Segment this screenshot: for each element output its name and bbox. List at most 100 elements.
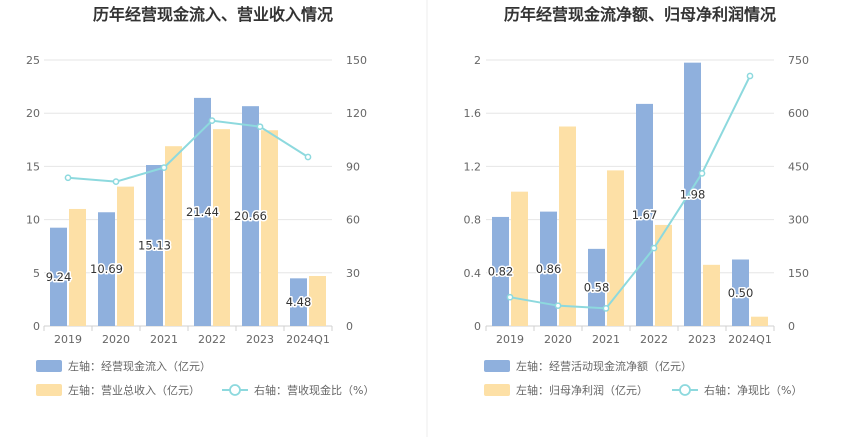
- chart2-ratio-point: [602, 305, 610, 312]
- chart1-right-tick: 60: [346, 214, 360, 227]
- chart2-data-label: 1.98: [680, 187, 706, 201]
- chart2-x-label: 2024Q1: [728, 333, 772, 346]
- chart1-bar-s1: [290, 278, 307, 326]
- chart1-bar-s1: [50, 227, 67, 326]
- chart1-title: 历年经营现金流入、营业收入情况: [93, 5, 333, 24]
- chart2-ratio-point: [554, 302, 562, 310]
- chart1-bar-s2: [165, 146, 182, 326]
- chart1-left-tick: 20: [26, 107, 40, 120]
- chart1-left-tick: 25: [26, 54, 40, 67]
- chart2-bar-s1: [684, 62, 701, 326]
- chart1-bar-s1: [98, 212, 115, 326]
- chart1-right-tick: 90: [346, 160, 360, 173]
- chart1-legend-label-1: 左轴：经营现金流入（亿元）: [68, 359, 211, 373]
- chart2-x-label: 2021: [592, 333, 620, 346]
- chart2-legend-swatch-2: [484, 384, 510, 396]
- chart2-bar-s1: [732, 259, 749, 326]
- chart2-right-tick: 450: [788, 160, 809, 173]
- chart2-legend-swatch-1: [484, 360, 510, 372]
- chart2-data-label: 0.58: [584, 280, 610, 294]
- chart1-x-label: 2020: [102, 333, 130, 346]
- chart1-data-label: 15.13: [138, 239, 171, 253]
- chart1-ratio-point: [304, 153, 312, 161]
- chart2-left-tick: 0: [474, 320, 481, 333]
- chart1-data-label: 20.66: [234, 209, 267, 223]
- chart2-ratio-point: [698, 170, 706, 177]
- chart1-legend-swatch-2: [36, 384, 62, 396]
- chart1-data-label: 10.69: [90, 262, 123, 276]
- chart1-right-tick: 120: [346, 107, 367, 120]
- chart2-left-tick: 2: [474, 54, 481, 67]
- chart2-data-label: 1.67: [632, 208, 658, 222]
- chart1-data-label: 21.44: [186, 205, 219, 219]
- chart1-right-tick: 150: [346, 54, 367, 67]
- chart2-legend-label-1: 左轴：经营活动现金流净额（亿元）: [516, 359, 692, 373]
- chart2-left-tick: 1.2: [464, 160, 482, 173]
- chart1-bar-s2: [117, 186, 134, 326]
- chart2-legend-line-marker: [679, 384, 691, 396]
- chart2-ratio-point: [650, 244, 658, 252]
- chart2-legend-label-3: 右轴：净现比（%）: [704, 383, 802, 397]
- chart2-right-tick: 0: [788, 320, 795, 333]
- chart1-bar-s2: [309, 275, 326, 326]
- chart1-x-label: 2024Q1: [286, 333, 330, 346]
- chart2-bar-s1: [492, 216, 509, 326]
- chart1-data-label: 4.48: [286, 295, 312, 309]
- chart2-bar-s2: [655, 224, 672, 326]
- chart1-x-label: 2019: [54, 333, 82, 346]
- chart1-bar-s1: [242, 106, 259, 326]
- chart1-legend-line-marker: [229, 384, 241, 396]
- chart2-x-label: 2023: [688, 333, 716, 346]
- chart1-legend-swatch-1: [36, 360, 62, 372]
- chart2-bar-s2: [751, 316, 768, 326]
- chart1-ratio-point: [256, 123, 264, 131]
- chart2-title: 历年经营现金流净额、归母净利润情况: [504, 5, 776, 24]
- chart1-left-tick: 15: [26, 160, 40, 173]
- chart1-left-tick: 5: [33, 267, 40, 280]
- chart2-left-tick: 0.8: [464, 214, 482, 227]
- chart2-right-tick: 750: [788, 54, 809, 67]
- chart1-bar-s2: [213, 129, 230, 326]
- chart2-x-label: 2020: [544, 333, 572, 346]
- chart1-ratio-point: [64, 174, 72, 182]
- chart1-ratio-line: [67, 119, 309, 183]
- chart1-ratio-point: [160, 164, 168, 171]
- chart1-data-label: 9.24: [46, 270, 72, 284]
- chart1-x-label: 2023: [246, 333, 274, 346]
- chart2-left-tick: 0.4: [464, 267, 482, 280]
- chart1-left-tick: 0: [33, 320, 40, 333]
- chart2-bar-s2: [607, 170, 624, 326]
- chart1-legend-label-2: 左轴：营业总收入（亿元）: [68, 383, 200, 397]
- chart2-bar-s2: [511, 191, 528, 326]
- chart1-left-tick: 10: [26, 214, 40, 227]
- chart1-bar-s2: [69, 208, 86, 326]
- chart2-x-label: 2019: [496, 333, 524, 346]
- chart2-right-tick: 150: [788, 267, 809, 280]
- chart2-right-tick: 300: [788, 214, 809, 227]
- chart1-ratio-point: [112, 178, 120, 186]
- chart2-x-label: 2022: [640, 333, 668, 346]
- chart2-ratio-point: [506, 293, 514, 301]
- chart2-data-label: 0.82: [488, 264, 514, 278]
- chart2-bar-s1: [540, 211, 557, 326]
- chart2-ratio-point: [746, 72, 754, 80]
- chart2-legend-label-2: 左轴：归母净利润（亿元）: [516, 383, 648, 397]
- chart2-bar-s2: [703, 264, 720, 326]
- chart1-right-tick: 0: [346, 320, 353, 333]
- chart1-right-tick: 30: [346, 267, 360, 280]
- chart2-data-label: 0.50: [728, 286, 754, 300]
- chart1-bar-s2: [261, 130, 278, 326]
- chart2-left-tick: 1.6: [464, 107, 482, 120]
- chart1-legend-label-3: 右轴：营收现金比（%）: [254, 383, 374, 397]
- chart2-ratio-line: [509, 75, 751, 310]
- chart1-x-label: 2021: [150, 333, 178, 346]
- chart1-ratio-point: [208, 117, 216, 124]
- chart2-bar-s2: [559, 126, 576, 326]
- chart1-bar-s1: [146, 165, 163, 326]
- chart2-bar-s1: [636, 103, 653, 326]
- chart2-right-tick: 600: [788, 107, 809, 120]
- chart2-data-label: 0.86: [536, 262, 562, 276]
- chart1-x-label: 2022: [198, 333, 226, 346]
